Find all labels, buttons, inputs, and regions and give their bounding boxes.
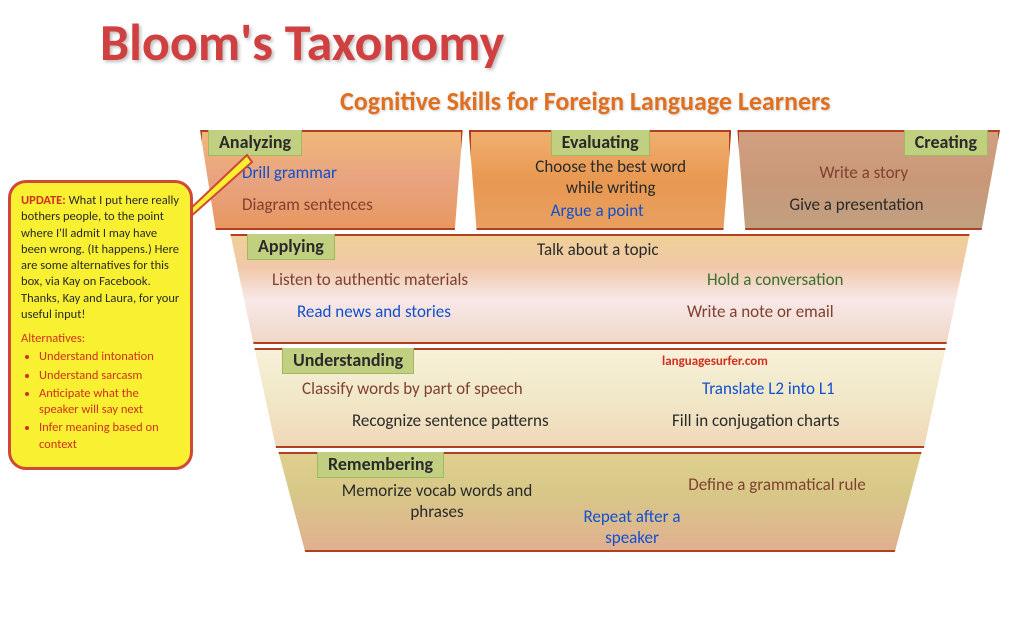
alternatives-list: Understand intonation Understand sarcasm…: [21, 349, 180, 453]
understanding-translate: Translate L2 into L1: [702, 378, 835, 399]
callout-header: UPDATE:: [21, 193, 66, 208]
understanding-fill: Fill in conjugation charts: [672, 410, 839, 431]
alt-item: Understand sarcasm: [39, 368, 180, 384]
evaluating-choose: Choose the best word while writing: [521, 156, 701, 198]
applying-write: Write a note or email: [687, 301, 834, 322]
top-row: Analyzing Drill grammar Diagram sentence…: [200, 130, 1000, 230]
evaluating-label: Evaluating: [551, 128, 650, 156]
creating-story: Write a story: [819, 162, 908, 183]
remembering-repeat: Repeat after a speaker: [557, 506, 707, 548]
update-callout: UPDATE: What I put here really bothers p…: [8, 180, 193, 470]
alt-item: Understand intonation: [39, 349, 180, 365]
remembering-memorize: Memorize vocab words and phrases: [337, 480, 537, 522]
understanding-classify: Classify words by part of speech: [302, 378, 523, 399]
applying-hold: Hold a conversation: [707, 269, 844, 290]
applying-listen: Listen to authentic materials: [272, 269, 468, 290]
subtitle: Cognitive Skills for Foreign Language Le…: [340, 85, 830, 117]
funnel-diagram: Analyzing Drill grammar Diagram sentence…: [200, 130, 1000, 556]
remembering-label: Remembering: [317, 450, 444, 478]
remembering-define: Define a grammatical rule: [677, 474, 877, 495]
understanding-row: Understanding languagesurfer.com Classif…: [200, 348, 1000, 448]
applying-row: Applying Talk about a topic Listen to au…: [200, 234, 1000, 344]
understanding-recognize: Recognize sentence patterns: [352, 410, 549, 431]
creating-box: Creating Write a story Give a presentati…: [737, 130, 1000, 230]
alt-item: Anticipate what the speaker will say nex…: [39, 386, 180, 419]
applying-label: Applying: [247, 232, 335, 260]
understanding-box: Understanding languagesurfer.com Classif…: [240, 348, 960, 448]
applying-talk: Talk about a topic: [537, 239, 659, 260]
evaluating-box: Evaluating Choose the best word while wr…: [469, 130, 732, 230]
remembering-row: Remembering Memorize vocab words and phr…: [200, 452, 1000, 552]
main-title: Bloom's Taxonomy: [100, 10, 504, 74]
applying-box: Applying Talk about a topic Listen to au…: [215, 234, 985, 344]
alt-item: Infer meaning based on context: [39, 420, 180, 453]
alternatives-header: Alternatives:: [21, 331, 180, 347]
applying-read: Read news and stories: [297, 301, 451, 322]
creating-present: Give a presentation: [789, 194, 923, 215]
understanding-label: Understanding: [282, 346, 414, 374]
evaluating-argue: Argue a point: [551, 200, 644, 221]
callout-body: What I put here really bothers people, t…: [21, 193, 179, 322]
creating-label: Creating: [904, 128, 988, 156]
remembering-box: Remembering Memorize vocab words and phr…: [265, 452, 935, 552]
